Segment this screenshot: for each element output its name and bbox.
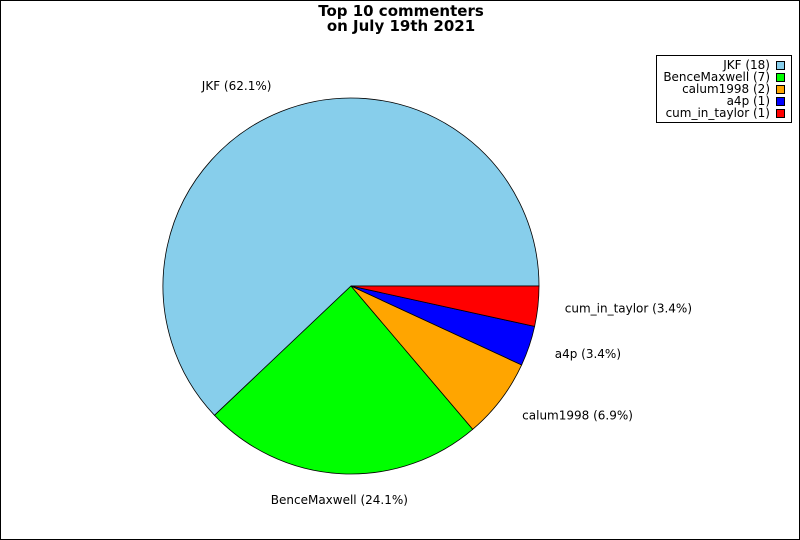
chart-title-line-1: Top 10 commenters: [318, 2, 484, 20]
legend-swatch: [776, 108, 785, 118]
legend-item: cum_in_taylor (1): [663, 107, 785, 119]
legend-label: calum1998 (2): [682, 82, 770, 96]
chart-title: Top 10 commenters on July 19th 2021: [1, 2, 799, 35]
legend-item: BenceMaxwell (7): [663, 71, 785, 83]
legend-item: JKF (18): [663, 59, 785, 71]
legend-swatch: [776, 60, 785, 70]
pie-slice-cum-in-taylor: [350, 285, 540, 327]
legend-item: calum1998 (2): [663, 83, 785, 95]
legend-swatch: [776, 72, 785, 82]
legend-swatch: [776, 96, 785, 106]
legend-label: JKF (18): [723, 58, 770, 72]
pie-label-calum1998: calum1998 (6.9%): [522, 409, 633, 423]
legend-item: a4p (1): [663, 95, 785, 107]
pie-label-cum-in-taylor: cum_in_taylor (3.4%): [565, 302, 692, 316]
legend-label: cum_in_taylor (1): [665, 106, 770, 120]
chart-title-line-2: on July 19th 2021: [326, 17, 476, 35]
legend-label: BenceMaxwell (7): [663, 70, 770, 84]
legend-label: a4p (1): [726, 94, 770, 108]
pie-label-bencemaxwell: BenceMaxwell (24.1%): [271, 493, 408, 507]
pie-slice-jkf: [162, 97, 540, 416]
legend-swatch: [776, 84, 785, 94]
pie-slice-bencemaxwell: [213, 285, 474, 475]
pie-label-jkf: JKF (62.1%): [201, 79, 272, 93]
pie-label-a4p: a4p (3.4%): [555, 347, 621, 361]
chart-legend: JKF (18) BenceMaxwell (7) calum1998 (2) a4p…: [656, 55, 792, 123]
